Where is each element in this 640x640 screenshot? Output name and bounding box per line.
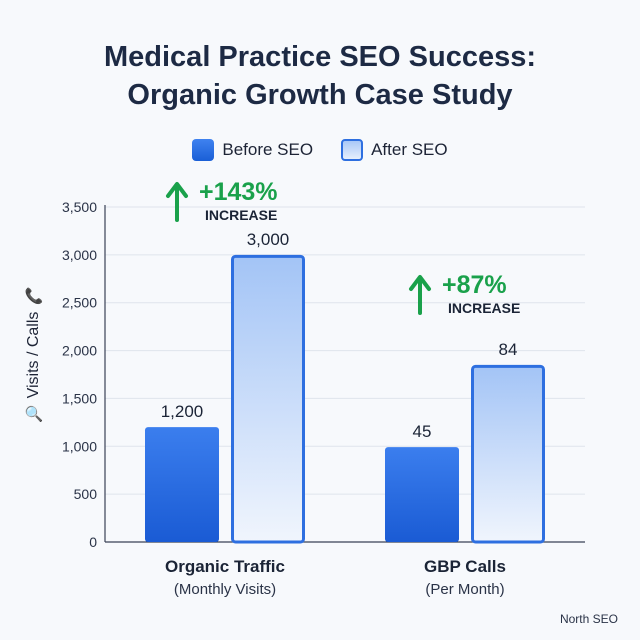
legend-item-before: Before SEO <box>192 139 313 161</box>
y-tick-label: 2,500 <box>62 295 97 311</box>
increase-annotation: +143%INCREASE <box>166 178 278 223</box>
bar-before <box>385 447 459 542</box>
y-tick-label: 1,500 <box>62 390 97 406</box>
x-category-sublabel: (Monthly Visits) <box>174 581 276 598</box>
arrow-up-icon <box>166 182 188 222</box>
legend-item-after: After SEO <box>341 139 448 161</box>
y-tick-label: 3,000 <box>62 247 97 263</box>
bar-value-label: 3,000 <box>247 230 290 249</box>
bar-value-label: 1,200 <box>161 402 204 421</box>
legend-label-after: After SEO <box>371 140 448 159</box>
increase-annotation: +87%INCREASE <box>409 271 520 316</box>
legend-swatch-before <box>192 139 215 161</box>
legend-label-before: Before SEO <box>222 140 314 159</box>
title-line-1: Medical Practice SEO Success: <box>104 41 536 73</box>
x-category-label: GBP Calls <box>424 557 506 576</box>
bar-after <box>471 364 545 544</box>
y-tick-label: 2,000 <box>62 343 97 359</box>
bar-value-label: 45 <box>413 422 432 441</box>
legend-swatch-after <box>341 139 364 161</box>
increase-percent: +87% <box>442 271 507 299</box>
x-category-label: Organic Traffic <box>165 557 285 576</box>
bar-before <box>145 427 219 542</box>
footer-brand: North SEO <box>559 612 618 626</box>
y-tick-label: 0 <box>89 534 97 550</box>
increase-label: INCREASE <box>205 207 277 223</box>
title-line-2: Organic Growth Case Study <box>127 79 513 111</box>
x-category-sublabel: (Per Month) <box>425 581 504 598</box>
y-tick-label: 1,000 <box>62 438 97 454</box>
increase-label: INCREASE <box>448 300 520 316</box>
y-tick-label: 500 <box>74 486 98 502</box>
arrow-up-icon <box>409 275 431 315</box>
bar-value-label: 84 <box>499 340 518 359</box>
increase-percent: +143% <box>199 178 278 206</box>
bar-after <box>231 254 305 544</box>
y-tick-label: 3,500 <box>62 199 97 215</box>
legend: Before SEO After SEO <box>0 139 640 161</box>
chart-title: Medical Practice SEO Success: Organic Gr… <box>0 38 640 114</box>
